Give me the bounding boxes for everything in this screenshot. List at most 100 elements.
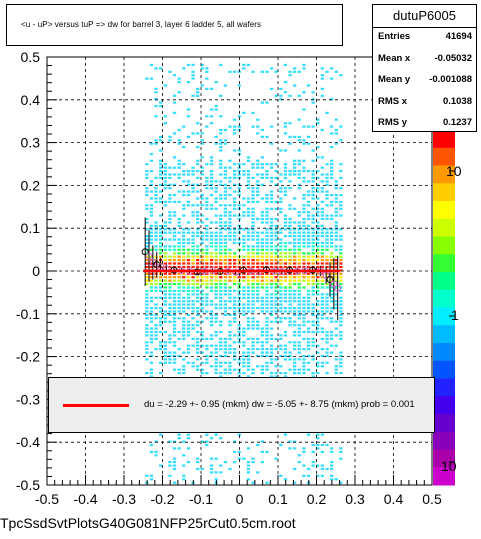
heat-cell: [228, 344, 232, 347]
heat-cell: [159, 231, 163, 234]
heat-cell: [302, 262, 306, 265]
heat-cell: [269, 296, 274, 299]
heat-cell: [233, 183, 237, 186]
heat-cell: [219, 283, 223, 286]
heat-cell: [293, 70, 297, 73]
heat-cell: [334, 286, 338, 289]
heat-cell: [288, 324, 292, 327]
heat-cell: [172, 330, 177, 334]
heat-cell: [233, 173, 237, 176]
y-tick-label: 0.2: [21, 177, 41, 193]
heat-cell: [154, 337, 158, 340]
heat-cell: [233, 255, 237, 258]
heat-cell: [274, 289, 278, 292]
heat-cell: [293, 248, 297, 251]
heat-cell: [219, 235, 223, 238]
heat-cell: [191, 307, 195, 310]
heat-cell: [214, 293, 218, 296]
heat-cell: [297, 214, 301, 217]
heat-cell: [228, 351, 232, 354]
heat-cell: [293, 334, 297, 337]
heat-cell: [316, 238, 320, 241]
heat-cell: [288, 440, 292, 443]
heat-cell: [260, 101, 264, 104]
heat-cell: [219, 228, 223, 231]
heat-cell: [325, 443, 329, 447]
color-scale-segment: [433, 431, 455, 450]
heat-cell: [334, 132, 338, 135]
heat-cell: [260, 461, 264, 464]
heat-cell: [302, 313, 306, 316]
heat-cell: [145, 317, 149, 320]
heat-cell: [209, 252, 214, 255]
heat-cell: [182, 330, 186, 334]
heat-cell: [279, 238, 283, 241]
heat-cell: [209, 183, 214, 186]
heat-cell: [246, 351, 251, 354]
heat-cell: [228, 334, 232, 337]
heat-cell: [246, 478, 251, 481]
heat-cell: [149, 255, 154, 258]
heat-cell: [149, 183, 154, 186]
heat-cell: [242, 63, 246, 66]
heat-cell: [260, 183, 264, 186]
heat-cell: [288, 217, 292, 221]
heat-cell: [306, 235, 311, 238]
heat-cell: [265, 173, 269, 176]
heat-cell: [168, 272, 172, 275]
heat-cell: [205, 283, 209, 286]
heat-cell: [145, 238, 149, 241]
heat-cell: [172, 467, 177, 471]
heat-cell: [265, 170, 269, 173]
color-scale-segment: [433, 378, 455, 397]
heat-cell: [269, 265, 274, 269]
heat-cell: [293, 348, 297, 351]
heat-cell: [283, 63, 288, 66]
heat-cell: [200, 368, 204, 371]
heat-cell: [219, 354, 223, 358]
color-scale-segment: [433, 201, 455, 220]
heat-cell: [168, 194, 172, 197]
heat-cell: [334, 224, 338, 227]
heat-cell: [306, 84, 311, 87]
heat-cell: [145, 255, 149, 258]
heat-cell: [260, 303, 264, 306]
heat-cell: [265, 307, 269, 310]
heat-cell: [260, 262, 264, 265]
heat-cell: [288, 296, 292, 299]
color-scale-segment: [433, 289, 455, 308]
heat-cell: [339, 303, 343, 306]
heat-cell: [209, 259, 214, 262]
heat-cell: [209, 163, 214, 166]
heat-cell: [251, 296, 255, 299]
heat-cell: [334, 265, 338, 269]
stats-value: 0.1038: [442, 96, 472, 107]
heat-cell: [168, 238, 172, 241]
heat-cell: [246, 252, 251, 255]
heat-cell: [320, 128, 324, 132]
heat-cell: [214, 238, 218, 241]
heat-cell: [168, 231, 172, 234]
heat-cell: [260, 351, 264, 354]
heat-cell: [297, 224, 301, 227]
heat-cell: [288, 180, 292, 183]
heat-cell: [325, 70, 329, 73]
heat-cell: [325, 194, 329, 197]
heat-cell: [339, 228, 343, 231]
heat-cell: [191, 293, 195, 296]
heat-cell: [330, 146, 334, 149]
heat-cell: [214, 296, 218, 299]
heat-cell: [168, 187, 172, 190]
heat-cell: [159, 361, 163, 364]
heat-cell: [149, 300, 154, 303]
heat-cell: [311, 228, 315, 231]
heat-cell: [311, 159, 315, 162]
heat-cell: [191, 303, 195, 306]
heat-cell: [228, 125, 232, 128]
heat-cell: [191, 74, 195, 77]
heat-cell: [196, 214, 200, 217]
heat-cell: [334, 187, 338, 190]
heat-cell: [219, 224, 223, 227]
heat-cell: [316, 437, 320, 440]
heat-cell: [256, 248, 260, 251]
